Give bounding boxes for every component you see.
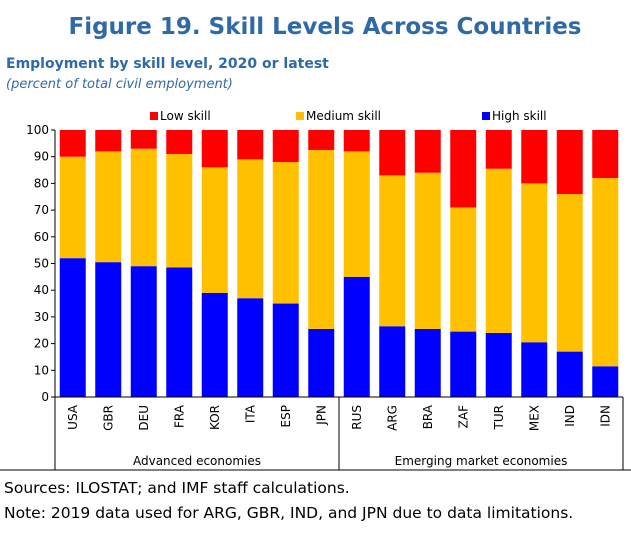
legend-label: High skill <box>492 109 547 123</box>
group-label: Advanced economies <box>133 454 261 468</box>
x-tick-label: BRA <box>421 404 435 429</box>
x-tick-label: USA <box>66 404 80 430</box>
bar-segment <box>521 342 548 397</box>
bar-segment <box>379 326 406 397</box>
note: Note: 2019 data used for ARG, GBR, IND, … <box>4 504 574 522</box>
bar-segment <box>343 276 370 397</box>
bar-segment <box>379 130 406 176</box>
x-tick-label: RUS <box>350 405 364 430</box>
bar-segment <box>308 130 335 151</box>
chart-title: Figure 19. Skill Levels Across Countries <box>69 14 582 40</box>
legend-swatch <box>482 112 490 120</box>
x-tick-label: IDN <box>598 405 612 427</box>
bar-segment <box>130 130 157 149</box>
legend-label: Medium skill <box>306 109 381 123</box>
bar-segment <box>592 178 619 367</box>
legend-label: Low skill <box>160 109 211 123</box>
bar-segment <box>95 151 122 263</box>
group-label: Emerging market economies <box>395 454 568 468</box>
legend-swatch <box>296 112 304 120</box>
y-tick-label: 100 <box>26 123 49 137</box>
bar-segment <box>59 258 86 397</box>
y-tick-label: 70 <box>34 203 49 217</box>
unit-note: (percent of total civil employment) <box>6 77 233 92</box>
x-tick-label: IND <box>563 405 577 427</box>
subtitle: Employment by skill level, 2020 or lates… <box>6 56 329 72</box>
bar-segment <box>556 351 583 397</box>
bar-segment <box>59 156 86 259</box>
bar-segment <box>237 159 264 299</box>
x-tick-label: DEU <box>137 405 151 431</box>
bar-segment <box>592 366 619 397</box>
bar-segment <box>450 130 477 208</box>
bar-segment <box>201 130 228 168</box>
bar-segment <box>450 207 477 332</box>
bar-segment <box>414 328 441 397</box>
bar-segment <box>485 332 512 397</box>
bar-segment <box>485 168 512 333</box>
bar-segment <box>237 130 264 160</box>
bar-segment <box>414 130 441 173</box>
x-tick-label: ZAF <box>456 405 470 428</box>
sources: Sources: ILOSTAT; and IMF staff calculat… <box>4 479 350 497</box>
bar-segment <box>308 150 335 329</box>
bar-segment <box>272 303 299 397</box>
x-tick-label: JPN <box>314 405 328 426</box>
bar-segment <box>592 130 619 179</box>
bar-segment <box>201 167 228 293</box>
x-tick-label: TUR <box>492 405 506 430</box>
bar-segment <box>485 130 512 169</box>
y-tick-label: 30 <box>34 310 49 324</box>
x-tick-label: ITA <box>243 404 257 423</box>
bar-segment <box>556 194 583 352</box>
y-tick-label: 40 <box>34 283 49 297</box>
bar-segment <box>308 328 335 397</box>
y-tick-label: 0 <box>41 390 49 404</box>
x-tick-label: KOR <box>208 405 222 430</box>
y-tick-label: 20 <box>34 337 49 351</box>
y-tick-label: 60 <box>34 230 49 244</box>
bar-segment <box>521 183 548 343</box>
x-tick-label: ESP <box>279 405 293 427</box>
bar-segment <box>272 162 299 304</box>
bar-segment <box>95 262 122 397</box>
bar-segment <box>414 172 441 329</box>
y-tick-label: 90 <box>34 150 49 164</box>
y-tick-label: 10 <box>34 363 49 377</box>
bar-segment <box>450 331 477 397</box>
bar-segment <box>237 298 264 397</box>
bar-segment <box>521 130 548 184</box>
bar-segment <box>59 130 86 157</box>
bar-segment <box>201 292 228 397</box>
y-tick-label: 50 <box>34 257 49 271</box>
bar-segment <box>343 151 370 277</box>
bar-segment <box>166 130 193 155</box>
bar-segment <box>343 130 370 152</box>
x-tick-label: FRA <box>172 404 186 428</box>
bar-segment <box>379 175 406 327</box>
x-tick-label: GBR <box>101 405 115 431</box>
chart: Figure 19. Skill Levels Across Countries… <box>0 14 631 471</box>
bar-segment <box>130 266 157 397</box>
x-tick-label: ARG <box>385 405 399 431</box>
bar-segment <box>272 130 299 163</box>
x-tick-label: MEX <box>527 405 541 431</box>
bar-segment <box>95 130 122 152</box>
bar-segment <box>166 154 193 268</box>
y-tick-label: 80 <box>34 176 49 190</box>
bar-segment <box>130 148 157 267</box>
legend-swatch <box>150 112 158 120</box>
bar-segment <box>556 130 583 195</box>
bar-segment <box>166 267 193 397</box>
